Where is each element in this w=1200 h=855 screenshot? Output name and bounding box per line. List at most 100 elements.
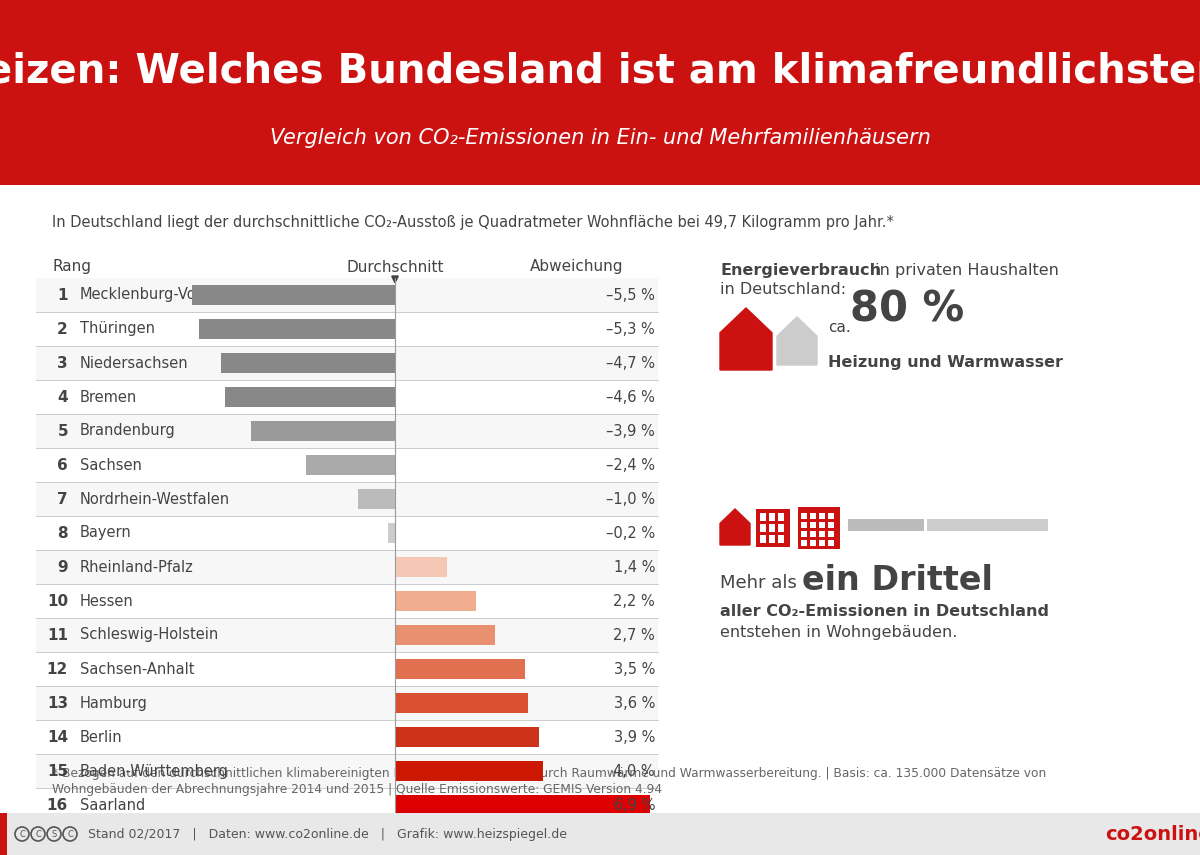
Text: ca.: ca. [828, 321, 851, 335]
Text: 16: 16 [47, 798, 68, 812]
Bar [0, 813, 1200, 855]
Text: 1,4 %: 1,4 % [613, 559, 655, 575]
Bar [36, 618, 658, 652]
Text: Mehr als: Mehr als [720, 574, 803, 592]
Bar [36, 652, 658, 686]
Text: 2,2 %: 2,2 % [613, 593, 655, 609]
Text: Brandenburg: Brandenburg [80, 423, 175, 439]
Text: 6,9 %: 6,9 % [613, 798, 655, 812]
Text: 5: 5 [58, 423, 68, 439]
Bar [36, 312, 658, 346]
Bar [810, 513, 816, 519]
Text: –4,7 %: –4,7 % [606, 356, 655, 370]
Bar [828, 540, 834, 546]
Text: Niedersachsen: Niedersachsen [80, 356, 188, 370]
Text: 13: 13 [47, 695, 68, 711]
Text: Saarland: Saarland [80, 798, 145, 812]
Text: aller CO₂-Emissionen in Deutschland: aller CO₂-Emissionen in Deutschland [720, 604, 1049, 618]
Bar [36, 550, 658, 584]
Text: –2,4 %: –2,4 % [606, 457, 655, 473]
Bar [306, 455, 395, 475]
Text: Bremen: Bremen [80, 390, 137, 404]
Text: entstehen in Wohngebäuden.: entstehen in Wohngebäuden. [720, 626, 958, 640]
Bar [828, 513, 834, 519]
Text: 11: 11 [47, 628, 68, 642]
Bar [810, 531, 816, 537]
Text: In Deutschland liegt der durchschnittliche CO₂-Ausstoß je Quadratmeter Wohnfläch: In Deutschland liegt der durchschnittlic… [52, 215, 894, 231]
Bar [798, 507, 840, 549]
Text: 14: 14 [47, 729, 68, 745]
Text: Vergleich von CO₂-Emissionen in Ein- und Mehrfamilienhäusern: Vergleich von CO₂-Emissionen in Ein- und… [270, 128, 930, 148]
Text: Bayern: Bayern [80, 526, 132, 540]
Bar [224, 387, 395, 407]
Text: Sachsen: Sachsen [80, 457, 142, 473]
Bar [36, 754, 658, 788]
Bar [0, 813, 7, 855]
Text: 9: 9 [58, 559, 68, 575]
Polygon shape [778, 317, 817, 365]
Text: Thüringen: Thüringen [80, 321, 155, 337]
Text: Baden-Württemberg: Baden-Württemberg [80, 764, 229, 779]
Text: 3: 3 [58, 356, 68, 370]
Text: 3,5 %: 3,5 % [613, 662, 655, 676]
Text: Hamburg: Hamburg [80, 695, 148, 711]
Bar [756, 509, 790, 547]
Text: 10: 10 [47, 593, 68, 609]
Text: Berlin: Berlin [80, 729, 122, 745]
Bar [36, 686, 658, 720]
Bar [395, 557, 446, 577]
Text: Hessen: Hessen [80, 593, 133, 609]
Text: Wohngebäuden der Abrechnungsjahre 2014 und 2015 | Quelle Emissionswerte: GEMIS V: Wohngebäuden der Abrechnungsjahre 2014 u… [52, 782, 662, 795]
Bar [199, 319, 395, 339]
Text: C: C [19, 829, 25, 839]
Text: in Deutschland:: in Deutschland: [720, 282, 846, 298]
Text: ein Drittel: ein Drittel [802, 563, 992, 597]
Bar [802, 513, 808, 519]
Bar [36, 788, 658, 822]
Text: 2,7 %: 2,7 % [613, 628, 655, 642]
Text: Mecklenburg-Vorpommern: Mecklenburg-Vorpommern [80, 287, 274, 303]
Text: in privaten Haushalten: in privaten Haushalten [870, 262, 1058, 278]
Text: C: C [35, 829, 41, 839]
Text: * Bezogen auf den durchschnittlichen klimabereinigten Heizenergieverbrauch durch: * Bezogen auf den durchschnittlichen kli… [52, 766, 1046, 780]
Bar [769, 535, 775, 543]
Text: –3,9 %: –3,9 % [606, 423, 655, 439]
Text: Stand 02/2017   |   Daten: www.co2online.de   |   Grafik: www.heizspiegel.de: Stand 02/2017 | Daten: www.co2online.de … [88, 828, 568, 840]
Text: 12: 12 [47, 662, 68, 676]
Text: 1: 1 [58, 287, 68, 303]
Bar [802, 540, 808, 546]
Bar [802, 522, 808, 528]
Bar [388, 523, 395, 543]
Bar [395, 795, 650, 815]
Text: Durchschnitt: Durchschnitt [347, 260, 444, 274]
Bar [818, 522, 826, 528]
Bar [802, 531, 808, 537]
Polygon shape [720, 308, 772, 370]
Text: 8: 8 [58, 526, 68, 540]
Text: –5,3 %: –5,3 % [606, 321, 655, 337]
Bar [192, 285, 395, 305]
Text: co2online: co2online [1105, 824, 1200, 844]
Bar [769, 524, 775, 532]
Text: –5,5 %: –5,5 % [606, 287, 655, 303]
Text: Nordrhein-Westfalen: Nordrhein-Westfalen [80, 492, 230, 506]
Bar [0, 0, 1200, 185]
Bar [778, 513, 784, 521]
Text: Schleswig-Holstein: Schleswig-Holstein [80, 628, 218, 642]
Bar [928, 519, 1048, 531]
Bar [848, 519, 924, 531]
Bar [36, 414, 658, 448]
Text: Heizen: Welches Bundesland ist am klimafreundlichsten?: Heizen: Welches Bundesland ist am klimaf… [0, 52, 1200, 92]
Text: –4,6 %: –4,6 % [606, 390, 655, 404]
Bar [828, 522, 834, 528]
Text: S: S [52, 829, 56, 839]
Bar [818, 531, 826, 537]
Bar [36, 380, 658, 414]
Text: 6: 6 [58, 457, 68, 473]
Text: Energieverbrauch: Energieverbrauch [720, 262, 881, 278]
Text: Rang: Rang [52, 260, 91, 274]
Text: 80 %: 80 % [850, 289, 965, 331]
Text: 3,9 %: 3,9 % [613, 729, 655, 745]
Bar [36, 448, 658, 482]
Polygon shape [720, 509, 750, 545]
